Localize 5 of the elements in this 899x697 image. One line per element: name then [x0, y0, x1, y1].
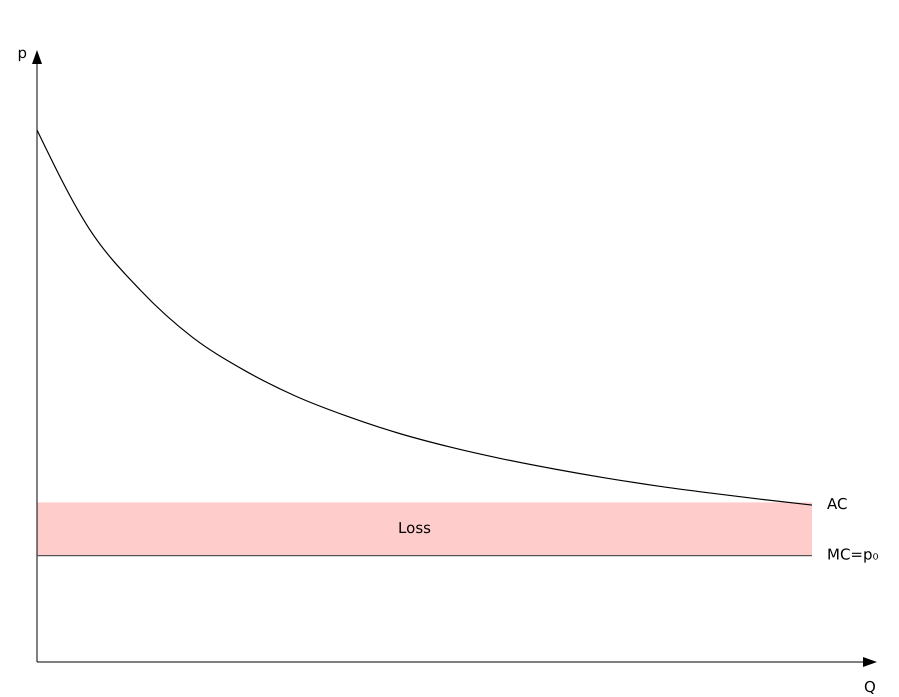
x-axis-title: Q [864, 678, 876, 696]
series-label: AC [827, 495, 848, 514]
y-axis-title: p [17, 44, 27, 62]
band-label: Loss [398, 519, 432, 538]
series-label: MC=p₀ [827, 546, 879, 564]
